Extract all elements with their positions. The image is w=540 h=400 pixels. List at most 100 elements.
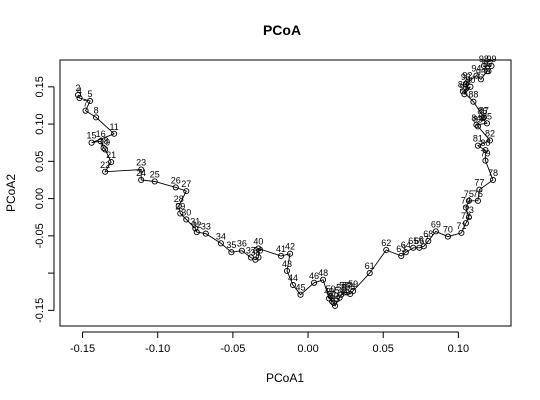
point-label: 25 bbox=[150, 169, 160, 179]
data-point bbox=[461, 91, 468, 98]
data-point bbox=[297, 291, 304, 298]
x-axis-label: PCoA1 bbox=[266, 371, 304, 385]
point-label: 22 bbox=[100, 160, 110, 170]
data-point bbox=[238, 247, 245, 254]
data-point bbox=[102, 146, 109, 153]
data-point bbox=[151, 178, 158, 185]
point-label: 59 bbox=[348, 279, 358, 289]
data-point bbox=[228, 249, 235, 256]
point-label: 8 bbox=[94, 105, 99, 115]
data-point bbox=[277, 252, 285, 260]
data-point bbox=[432, 228, 439, 235]
point-label: 81 bbox=[473, 134, 483, 144]
data-point bbox=[311, 279, 318, 286]
point-label: 55 bbox=[336, 283, 346, 293]
point-label: 43 bbox=[282, 259, 292, 269]
data-point bbox=[255, 245, 262, 252]
point-label: 77 bbox=[474, 178, 484, 188]
x-axis: -0.15 -0.10 -0.05 0.00 0.05 0.10 bbox=[70, 331, 469, 355]
point-label: 48 bbox=[318, 268, 328, 278]
plot-frame bbox=[59, 59, 512, 327]
point-label: 94 bbox=[471, 64, 481, 74]
point-label: 19 bbox=[100, 137, 110, 147]
point-label: 28 bbox=[174, 194, 184, 204]
point-label: 44 bbox=[288, 273, 298, 283]
data-point bbox=[467, 83, 474, 90]
point-label: 67 bbox=[419, 234, 429, 244]
data-point bbox=[459, 88, 466, 95]
point-label: 95 bbox=[476, 67, 486, 77]
data-point bbox=[480, 62, 487, 70]
point-label: 87 bbox=[479, 105, 489, 115]
point-label: 23 bbox=[136, 158, 146, 168]
data-point bbox=[330, 299, 337, 306]
point-label: 24 bbox=[136, 168, 146, 178]
point-label: 98 bbox=[479, 54, 489, 64]
point-label: 16 bbox=[96, 129, 106, 139]
data-point bbox=[111, 130, 118, 137]
data-point bbox=[97, 138, 104, 145]
y-axis: -0.15 -0.05 0.00 0.05 0.10 0.15 bbox=[34, 76, 55, 323]
point-label: 7 bbox=[83, 99, 88, 109]
y-axis-label: PCoA2 bbox=[4, 174, 18, 212]
data-point bbox=[100, 144, 107, 151]
data-point bbox=[283, 267, 291, 274]
point-label: 99 bbox=[486, 54, 496, 64]
point-label: 82 bbox=[485, 128, 495, 138]
data-point bbox=[482, 157, 489, 164]
data-point bbox=[462, 204, 469, 211]
point-label: 79 bbox=[480, 149, 490, 159]
y-tick-label: 0.05 bbox=[34, 151, 46, 172]
chart-title: PCoA bbox=[263, 22, 301, 38]
data-point bbox=[480, 114, 487, 121]
point-label: 85 bbox=[482, 111, 492, 121]
point-label: 61 bbox=[365, 261, 375, 271]
data-point bbox=[172, 184, 179, 191]
data-point bbox=[286, 250, 294, 257]
point-label: 93 bbox=[461, 72, 471, 82]
data-point bbox=[82, 107, 89, 114]
data-point bbox=[138, 176, 145, 184]
point-label: 21 bbox=[106, 150, 116, 160]
point-label: 18 bbox=[99, 136, 109, 146]
point-label: 69 bbox=[431, 219, 441, 229]
point-label: 31 bbox=[190, 216, 200, 226]
trajectory-line bbox=[77, 65, 494, 307]
data-point bbox=[108, 159, 115, 166]
point-label: 45 bbox=[296, 283, 306, 293]
point-label: 53 bbox=[330, 294, 340, 304]
data-point bbox=[183, 216, 190, 223]
point-label: 30 bbox=[181, 207, 191, 217]
point-label: 97 bbox=[483, 59, 493, 69]
data-point bbox=[482, 147, 489, 154]
point-label: 36 bbox=[237, 239, 247, 249]
point-label: 65 bbox=[408, 236, 418, 246]
point-label: 54 bbox=[335, 286, 345, 296]
data-points bbox=[74, 62, 497, 309]
x-tick-label: 0.10 bbox=[448, 343, 469, 355]
data-point bbox=[341, 289, 348, 296]
point-label: 42 bbox=[285, 242, 295, 252]
data-point bbox=[474, 142, 481, 149]
point-label: 39 bbox=[253, 245, 263, 255]
data-point bbox=[489, 176, 497, 184]
data-point bbox=[464, 79, 471, 86]
x-tick-label: -0.15 bbox=[70, 343, 95, 355]
point-label: 34 bbox=[216, 231, 226, 241]
data-point bbox=[473, 72, 480, 79]
point-label: 72 bbox=[461, 211, 471, 221]
data-point bbox=[320, 276, 327, 283]
point-label: 80 bbox=[480, 138, 490, 148]
point-label: 62 bbox=[381, 238, 391, 248]
y-tick-label: 0.00 bbox=[34, 188, 46, 209]
point-label: 32 bbox=[192, 220, 202, 230]
data-point bbox=[88, 139, 95, 146]
data-point bbox=[398, 252, 405, 260]
point-label: 58 bbox=[345, 282, 355, 292]
data-point bbox=[462, 220, 469, 227]
point-label: 46 bbox=[309, 271, 319, 281]
data-point bbox=[350, 287, 357, 295]
data-point bbox=[255, 254, 262, 261]
data-point bbox=[462, 80, 469, 87]
